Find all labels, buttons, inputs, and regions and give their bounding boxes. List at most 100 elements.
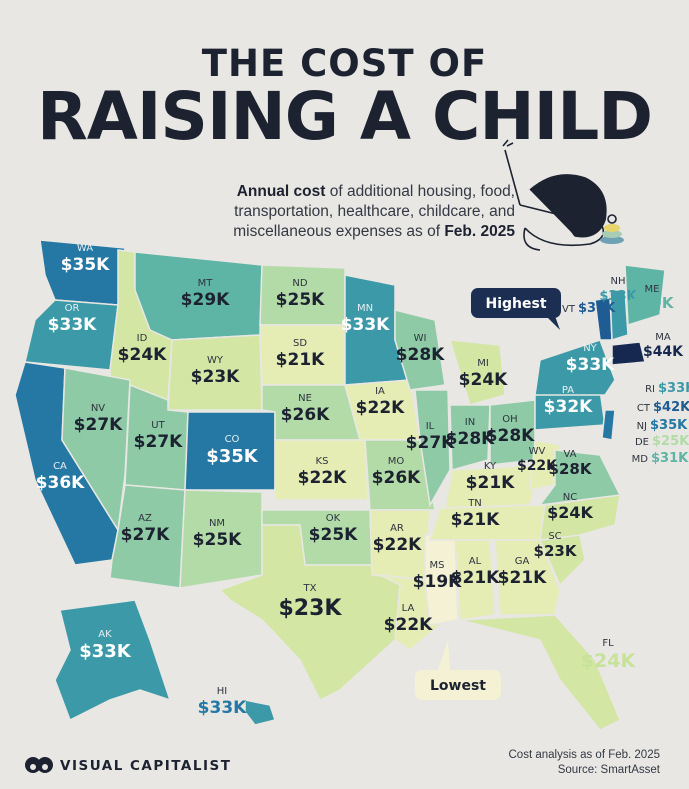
title-line-1: THE COST OF <box>201 42 488 85</box>
state-abbr-ky: KY <box>484 461 497 472</box>
state-abbr-al: AL <box>469 556 482 567</box>
state-value-tx: $23K <box>279 596 343 621</box>
state-value-ne: $26K <box>281 405 330 425</box>
state-abbr-wi: WI <box>414 333 427 344</box>
state-value-oh: $28K <box>486 426 535 446</box>
state-value-ut: $27K <box>134 432 183 452</box>
state-abbr-ar: AR <box>390 523 404 534</box>
state-abbr-co: CO <box>225 434 240 445</box>
state-value-ak: $33K <box>79 641 132 662</box>
state-shape-mi <box>448 339 506 406</box>
state-value-id: $24K <box>118 345 167 365</box>
state-value-ma: $44K <box>643 344 684 360</box>
lowest-callout: Lowest <box>415 640 501 700</box>
state-abbr-hi: HI <box>217 686 227 697</box>
state-abbr-vt: VT <box>562 304 576 315</box>
state-shape-ks <box>274 439 369 501</box>
state-abbr-la: LA <box>402 603 415 614</box>
state-shape-in <box>449 404 491 471</box>
subtitle-text: of additional housing, food, transportat… <box>233 183 515 240</box>
state-abbr-ut: UT <box>151 420 165 431</box>
child-illustration <box>502 139 624 251</box>
state-shape-mo <box>364 439 436 511</box>
state-shape-nv <box>61 367 131 533</box>
state-value-pa: $32K <box>544 397 593 417</box>
state-abbr-ma: MA <box>655 332 671 343</box>
state-value-mn: $33K <box>341 315 390 335</box>
state-value-mt: $29K <box>181 290 230 310</box>
subtitle: Annual cost of additional housing, food,… <box>175 182 515 242</box>
state-abbr-wy: WY <box>207 355 224 366</box>
highest-label: Highest <box>485 296 546 312</box>
state-value-nj: $35K <box>650 418 688 433</box>
state-value-tn: $21K <box>451 510 500 530</box>
state-value-mo: $26K <box>372 468 421 488</box>
state-abbr-pa: PA <box>562 385 574 396</box>
subtitle-bold-2: Feb. 2025 <box>444 223 515 240</box>
state-shape-il <box>414 389 451 508</box>
state-abbr-mo: MO <box>388 456 405 467</box>
state-value-ms: $19K <box>413 572 462 592</box>
state-value-ct: $42K <box>653 400 689 415</box>
state-value-wa: $35K <box>61 255 110 275</box>
state-value-nv: $27K <box>74 415 123 435</box>
state-abbr-ms: MS <box>430 560 445 571</box>
brand-name: VISUAL CAPITALIST <box>60 758 232 774</box>
state-value-md: $31K <box>651 451 689 466</box>
state-value-sc: $23K <box>534 542 578 560</box>
state-value-ny: $33K <box>566 355 615 375</box>
state-shape-me <box>624 264 666 327</box>
state-abbr-de: DE <box>635 437 649 448</box>
state-abbr-wa: WA <box>77 243 93 254</box>
state-abbr-ne: NE <box>298 393 312 404</box>
state-abbr-id: ID <box>137 333 148 344</box>
visual-capitalist-logo-icon <box>25 757 53 773</box>
state-value-la: $22K <box>384 615 433 635</box>
state-value-co: $35K <box>206 446 259 467</box>
state-abbr-nh: NH <box>611 276 626 287</box>
state-value-de: $25K <box>652 434 689 449</box>
state-shape-ga <box>494 539 561 616</box>
state-value-vt: $38K <box>578 301 616 316</box>
state-value-wv: $22K <box>517 458 558 474</box>
state-abbr-nc: NC <box>563 492 577 503</box>
state-value-nm: $25K <box>193 530 242 550</box>
state-abbr-ny: NY <box>583 343 597 354</box>
state-shape-va <box>538 449 622 506</box>
state-abbr-tn: TN <box>467 498 482 509</box>
state-shape-ny <box>534 339 616 396</box>
state-abbr-tx: TX <box>303 583 317 594</box>
state-value-va: $28K <box>549 460 593 478</box>
state-abbr-ak: AK <box>98 629 112 640</box>
state-abbr-fl: FL <box>602 638 614 649</box>
source-note: Cost analysis as of Feb. 2025 Source: Sm… <box>509 748 661 778</box>
state-abbr-nv: NV <box>91 403 105 414</box>
state-abbr-nm: NM <box>209 518 225 529</box>
state-shape-fl <box>459 614 621 731</box>
state-shape-ma <box>611 341 646 366</box>
state-value-ia: $22K <box>356 398 405 418</box>
state-value-nd: $25K <box>276 290 325 310</box>
state-value-wy: $23K <box>191 367 240 387</box>
state-abbr-sc: SC <box>548 531 561 542</box>
state-value-ga: $21K <box>498 568 547 588</box>
state-value-ok: $25K <box>309 525 358 545</box>
state-abbr-nd: ND <box>292 278 307 289</box>
state-value-mi: $24K <box>459 370 508 390</box>
state-value-ky: $21K <box>466 473 515 493</box>
state-value-in: $28K <box>446 429 495 449</box>
state-shape-al <box>454 539 496 621</box>
subtitle-bold-1: Annual cost <box>236 183 326 200</box>
state-value-nh: $33K <box>599 289 637 304</box>
lowest-label: Lowest <box>430 678 486 694</box>
state-abbr-ca: CA <box>53 461 67 472</box>
state-value-az: $27K <box>121 525 170 545</box>
state-abbr-mt: MT <box>198 278 214 289</box>
state-shape-nh <box>609 289 629 342</box>
state-value-hi: $33K <box>198 698 247 718</box>
state-abbr-va: VA <box>563 449 576 460</box>
state-abbr-or: OR <box>65 303 80 314</box>
state-value-ar: $22K <box>373 535 422 555</box>
state-shape-nj <box>601 409 616 441</box>
